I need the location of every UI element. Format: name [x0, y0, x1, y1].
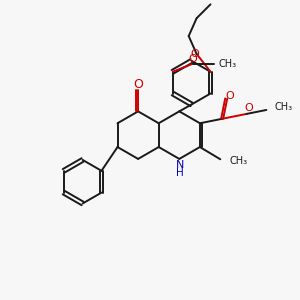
Text: O: O	[226, 91, 235, 101]
Text: N: N	[176, 160, 184, 170]
Text: O: O	[244, 103, 253, 113]
Text: H: H	[176, 168, 184, 178]
Text: CH₃: CH₃	[274, 102, 292, 112]
Text: CH₃: CH₃	[218, 59, 236, 69]
Text: O: O	[190, 49, 199, 59]
Text: O: O	[188, 54, 197, 64]
Text: O: O	[133, 78, 143, 91]
Text: CH₃: CH₃	[229, 156, 247, 166]
